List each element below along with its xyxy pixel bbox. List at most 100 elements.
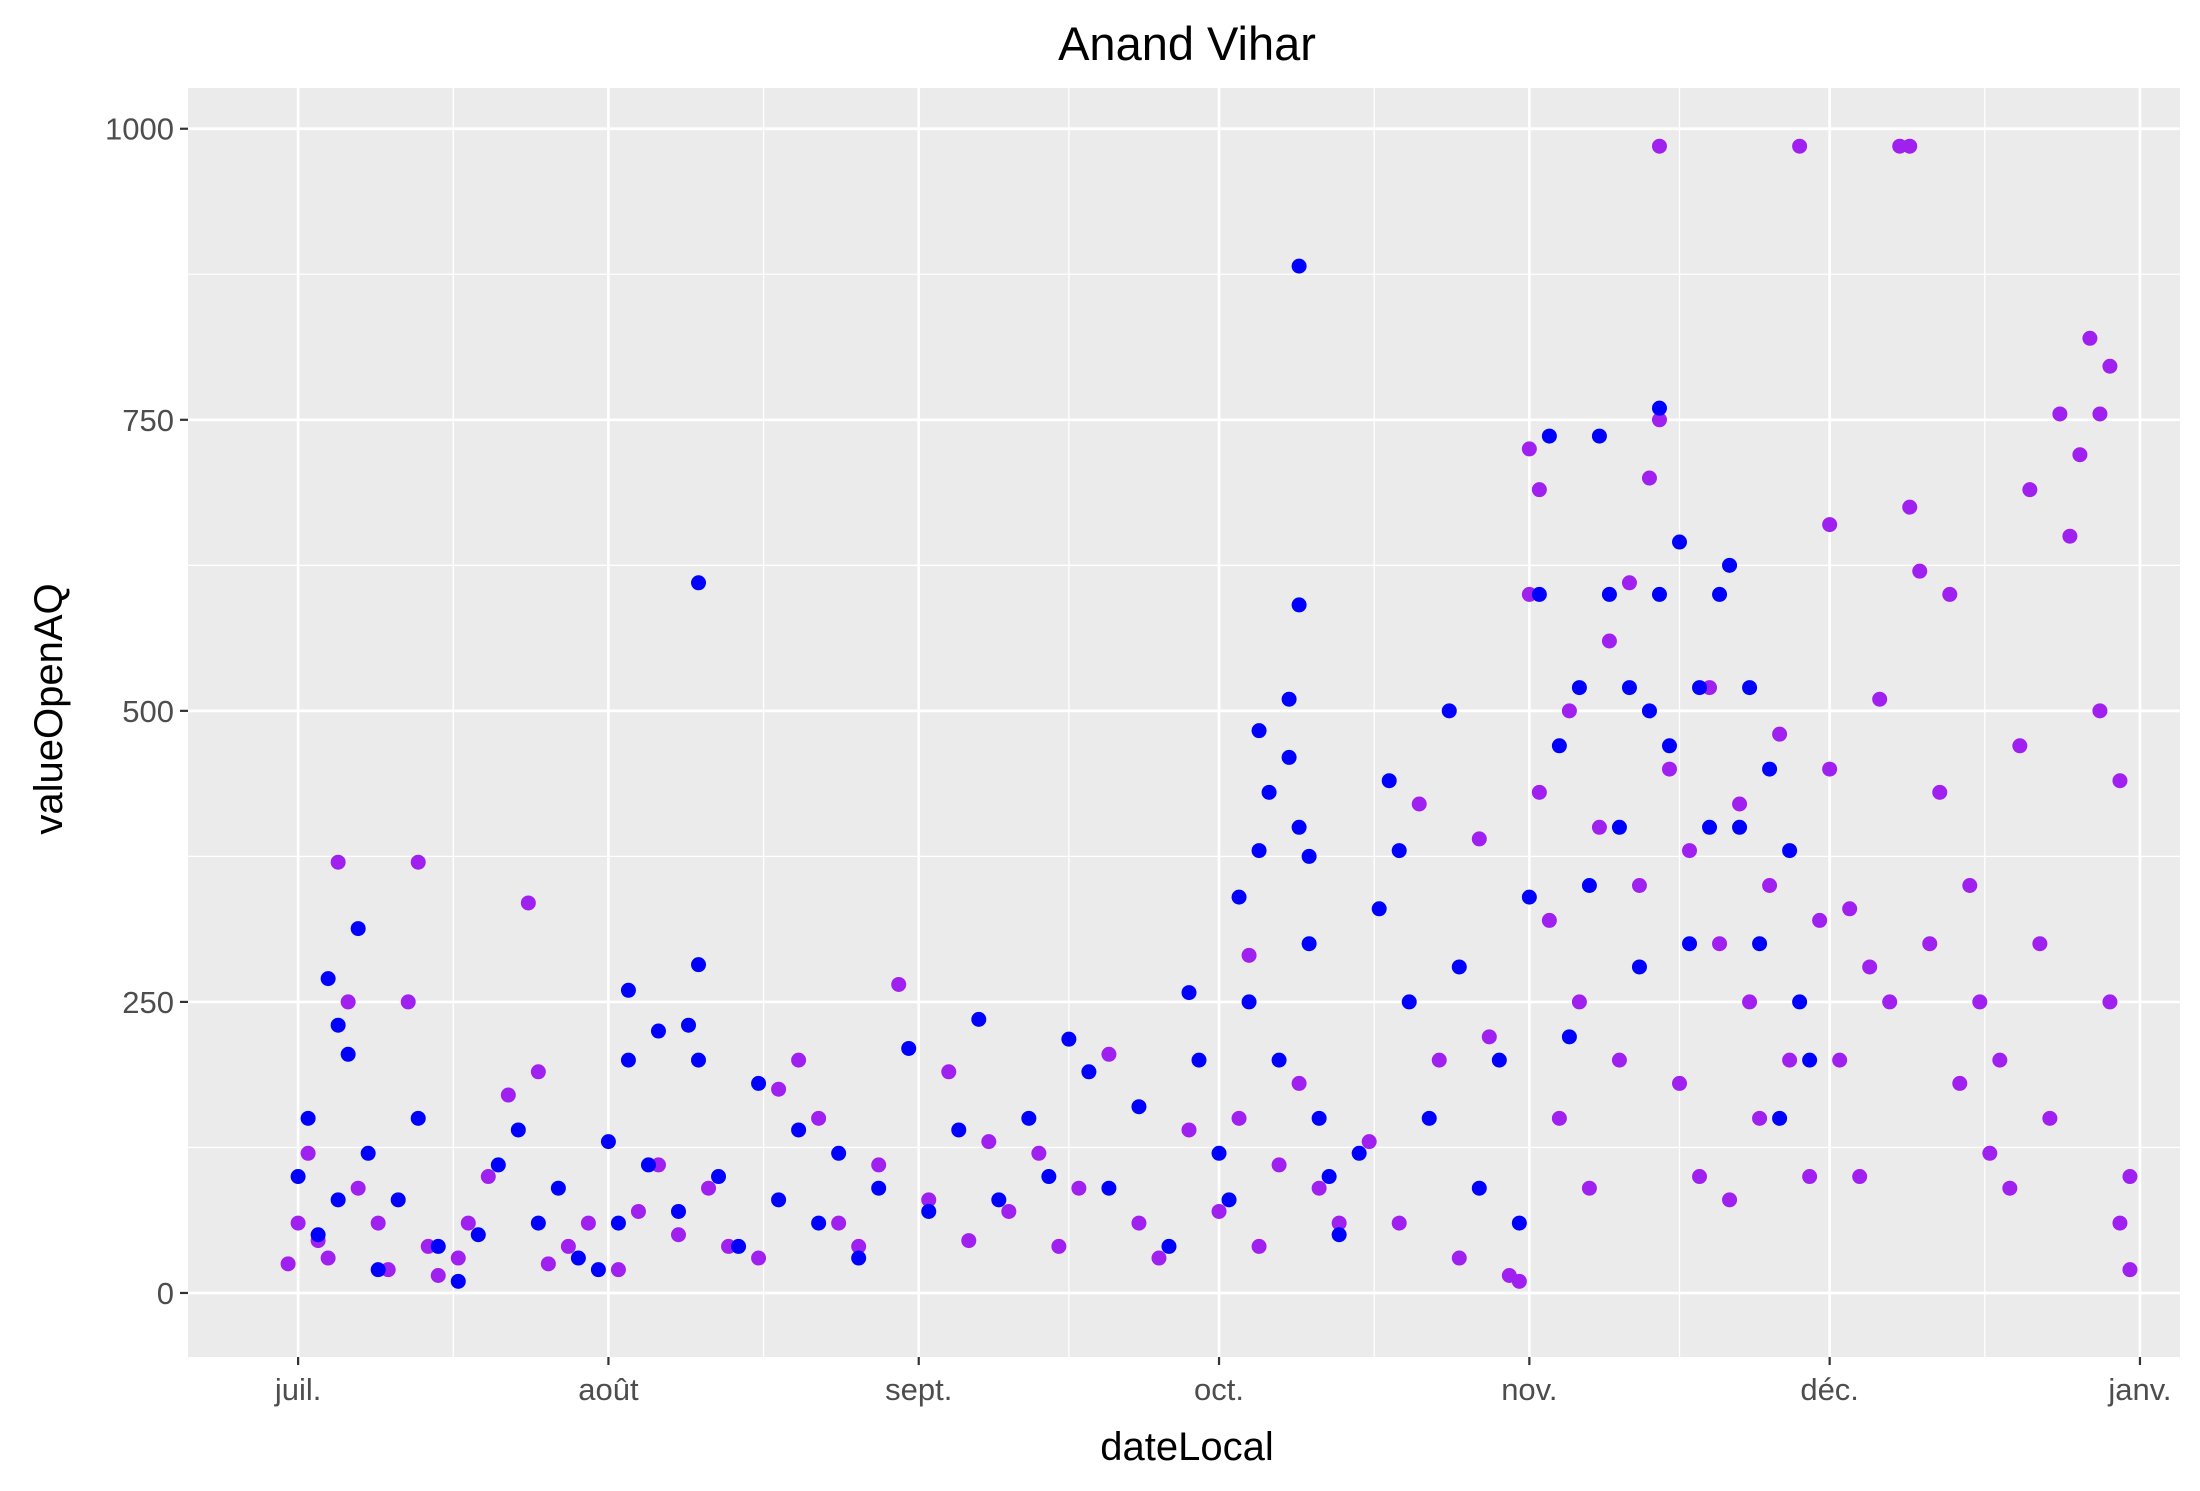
data-point [1611, 819, 1627, 835]
data-point [1822, 761, 1838, 777]
data-point [1511, 1273, 1527, 1289]
data-point [1131, 1215, 1147, 1231]
data-point [811, 1110, 827, 1126]
data-point [1732, 819, 1748, 835]
data-point [1391, 1215, 1407, 1231]
data-point [2042, 1110, 2058, 1126]
data-point [460, 1215, 476, 1231]
data-point [1661, 761, 1677, 777]
data-point [1291, 258, 1307, 274]
data-point [1191, 1052, 1207, 1068]
data-point [320, 1250, 336, 1266]
data-point [1541, 912, 1557, 928]
data-point [1561, 703, 1577, 719]
data-point [1031, 1145, 1047, 1161]
data-point [991, 1192, 1007, 1208]
data-point [681, 1017, 697, 1033]
data-point [1772, 726, 1788, 742]
data-point [620, 982, 636, 998]
data-point [1952, 1075, 1968, 1091]
data-point [701, 1180, 717, 1196]
data-point [751, 1250, 767, 1266]
data-point [1591, 428, 1607, 444]
data-point [891, 976, 907, 992]
data-point [811, 1215, 827, 1231]
data-point [711, 1169, 727, 1185]
data-point [1571, 994, 1587, 1010]
data-point [1251, 1238, 1267, 1254]
data-point [2052, 406, 2068, 422]
data-point [1211, 1203, 1227, 1219]
data-point [961, 1233, 977, 1249]
data-point [510, 1122, 526, 1138]
data-point [550, 1180, 566, 1196]
data-point [1371, 901, 1387, 917]
data-point [1521, 441, 1537, 457]
data-point [360, 1145, 376, 1161]
data-point [1842, 901, 1858, 917]
data-point [1071, 1180, 1087, 1196]
data-point [1571, 680, 1587, 696]
data-point [610, 1215, 626, 1231]
data-point [1641, 470, 1657, 486]
data-point [1692, 1169, 1708, 1185]
data-point [1651, 400, 1667, 416]
data-point [1101, 1046, 1117, 1062]
data-point [1271, 1157, 1287, 1173]
data-point [1251, 843, 1267, 859]
data-point [1161, 1238, 1177, 1254]
data-point [1862, 959, 1878, 975]
data-point [1692, 680, 1708, 696]
data-point [450, 1273, 466, 1289]
data-point [1942, 586, 1958, 602]
data-point [350, 921, 366, 937]
data-point [1631, 877, 1647, 893]
y-tick-label: 750 [122, 403, 174, 438]
data-point [1131, 1099, 1147, 1115]
data-point [1411, 796, 1427, 812]
data-point [1261, 784, 1277, 800]
data-point [590, 1262, 606, 1278]
data-point [310, 1227, 326, 1243]
data-point [320, 971, 336, 987]
data-point [290, 1169, 306, 1185]
data-point [1712, 936, 1728, 952]
data-point [1291, 597, 1307, 613]
data-point [2112, 1215, 2128, 1231]
data-point [640, 1157, 656, 1173]
data-point [1491, 1052, 1507, 1068]
data-point [1912, 563, 1928, 579]
data-point [831, 1145, 847, 1161]
data-point [330, 854, 346, 870]
data-point [2112, 773, 2128, 789]
data-point [1762, 877, 1778, 893]
data-point [691, 575, 707, 591]
data-point [340, 994, 356, 1010]
data-point [670, 1227, 686, 1243]
data-point [530, 1215, 546, 1231]
data-point [1391, 843, 1407, 859]
data-point [971, 1011, 987, 1027]
data-point [570, 1250, 586, 1266]
data-point [1451, 959, 1467, 975]
data-point [1531, 586, 1547, 602]
data-point [1211, 1145, 1227, 1161]
data-point [791, 1052, 807, 1068]
data-point [1021, 1110, 1037, 1126]
data-point [1802, 1169, 1818, 1185]
data-point [1471, 831, 1487, 847]
data-point [1671, 534, 1687, 550]
data-point [290, 1215, 306, 1231]
data-point [1702, 819, 1718, 835]
data-point [670, 1203, 686, 1219]
points-layer [280, 138, 2138, 1289]
data-point [1982, 1145, 1998, 1161]
data-point [630, 1203, 646, 1219]
data-point [1361, 1134, 1377, 1150]
data-point [530, 1064, 546, 1080]
data-point [1181, 985, 1197, 1001]
data-point [340, 1046, 356, 1062]
data-point [1621, 575, 1637, 591]
data-point [2092, 703, 2108, 719]
x-tick-label: janv. [2107, 1372, 2171, 1407]
